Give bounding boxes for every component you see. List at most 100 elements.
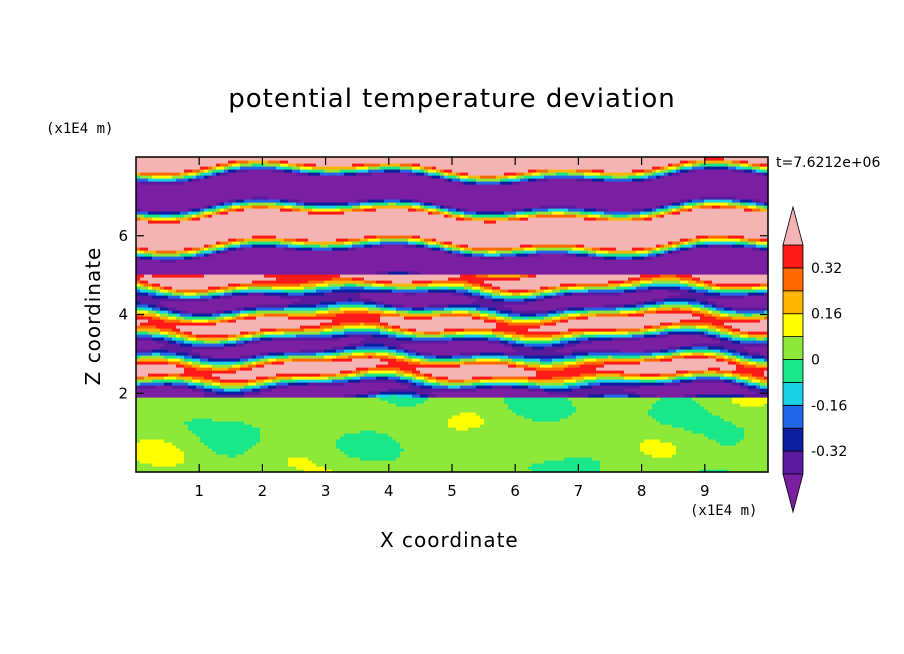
contour-cell xyxy=(236,247,245,251)
contour-cell xyxy=(232,295,281,299)
contour-cell xyxy=(144,214,161,218)
contour-cell xyxy=(740,328,769,332)
contour-cell xyxy=(476,178,501,182)
contour-cell xyxy=(668,205,677,209)
contour-cell xyxy=(604,211,641,215)
contour-cell xyxy=(136,265,769,269)
contour-cell xyxy=(536,178,549,182)
contour-cell xyxy=(372,244,385,248)
contour-cell xyxy=(512,319,541,323)
contour-cell xyxy=(656,247,661,251)
contour-cell xyxy=(348,298,353,302)
contour-cell xyxy=(584,247,593,251)
contour-cell xyxy=(696,235,709,239)
contour-cell xyxy=(732,421,769,425)
contour-cell xyxy=(396,307,413,311)
contour-cell xyxy=(532,172,541,176)
contour-cell xyxy=(268,196,701,200)
contour-cell xyxy=(504,256,593,260)
contour-cell xyxy=(624,370,677,374)
contour-cell xyxy=(344,244,353,248)
contour-cell xyxy=(224,316,233,320)
contour-cell xyxy=(752,358,765,362)
contour-cell xyxy=(612,175,629,179)
contour-cell xyxy=(140,247,149,251)
contour-cell xyxy=(136,163,217,167)
contour-cell xyxy=(184,454,229,458)
contour-cell xyxy=(760,208,769,212)
contour-cell xyxy=(656,394,685,398)
contour-cell xyxy=(240,313,249,317)
contour-cell xyxy=(444,205,453,209)
contour-cell xyxy=(152,307,161,311)
contour-cell xyxy=(300,208,313,212)
contour-cell xyxy=(652,325,661,329)
contour-cell xyxy=(680,346,693,350)
contour-cell xyxy=(652,211,661,215)
contour-cell xyxy=(440,205,445,209)
contour-cell xyxy=(420,352,433,356)
contour-cell xyxy=(412,379,421,383)
contour-cell xyxy=(204,385,213,389)
contour-cell xyxy=(648,409,709,413)
contour-cell xyxy=(284,202,297,206)
contour-cell xyxy=(692,277,701,281)
contour-cell xyxy=(184,331,193,335)
contour-cell xyxy=(740,238,749,242)
contour-cell xyxy=(312,460,545,464)
contour-cell xyxy=(368,169,385,173)
contour-cell xyxy=(556,322,661,326)
contour-cell xyxy=(216,211,221,215)
contour-cell xyxy=(508,406,577,410)
contour-cell xyxy=(204,340,221,344)
contour-cell xyxy=(744,235,769,239)
contour-cell xyxy=(696,325,709,329)
contour-cell xyxy=(508,214,517,218)
contour-cell xyxy=(444,178,449,182)
contour-cell xyxy=(448,211,453,215)
contour-cell xyxy=(200,178,445,182)
contour-cell xyxy=(212,211,217,215)
contour-cell xyxy=(296,334,333,338)
contour-cell xyxy=(260,433,345,437)
contour-cell xyxy=(388,352,397,356)
contour-cell xyxy=(512,181,521,185)
contour-cell xyxy=(636,310,645,314)
contour-cell xyxy=(388,322,497,326)
contour-cell xyxy=(480,352,505,356)
contour-cell xyxy=(312,208,341,212)
contour-cell xyxy=(208,292,217,296)
contour-cell xyxy=(756,385,761,389)
contour-cell xyxy=(728,163,741,167)
contour-cell xyxy=(136,421,185,425)
contour-cell xyxy=(280,199,289,203)
contour-cell xyxy=(496,334,505,338)
contour-cell xyxy=(136,178,149,182)
contour-cell xyxy=(396,403,417,407)
contour-cell xyxy=(136,211,149,215)
contour-cell xyxy=(320,322,341,326)
contour-cell xyxy=(708,328,717,332)
contour-cell xyxy=(348,238,361,242)
contour-field xyxy=(136,157,769,473)
contour-cell xyxy=(136,304,149,308)
contour-cell xyxy=(244,340,249,344)
contour-cell xyxy=(664,175,769,179)
contour-cell xyxy=(636,391,757,395)
contour-cell xyxy=(140,301,161,305)
contour-cell xyxy=(712,322,725,326)
x-tick-label: 1 xyxy=(194,482,204,500)
x-tick-label: 9 xyxy=(700,482,710,500)
contour-cell xyxy=(596,313,629,317)
contour-cell xyxy=(176,316,185,320)
contour-cell xyxy=(660,421,733,425)
colorbar-band xyxy=(782,381,804,406)
contour-cell xyxy=(692,343,769,347)
contour-cell xyxy=(276,385,289,389)
contour-cell xyxy=(204,175,209,179)
contour-cell xyxy=(292,301,321,305)
contour-cell xyxy=(244,316,257,320)
contour-cell xyxy=(380,163,401,167)
contour-cell xyxy=(184,340,193,344)
contour-cell xyxy=(544,298,653,302)
